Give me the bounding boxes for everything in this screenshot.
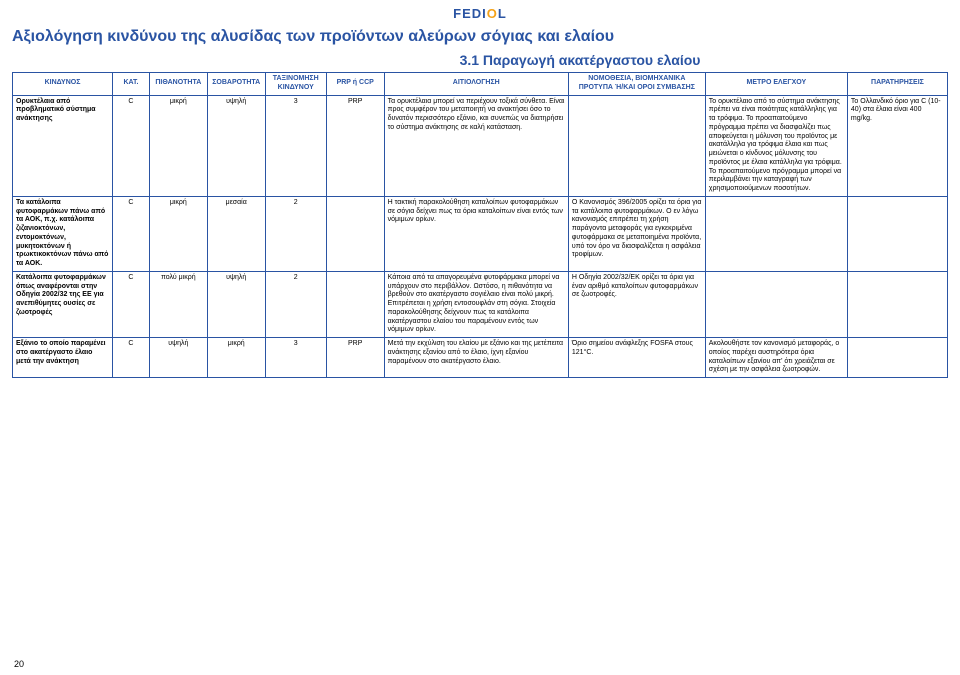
logo-part2: L: [498, 6, 507, 21]
cell-sev: μικρή: [207, 338, 265, 378]
cell-prp: [326, 271, 384, 337]
col-risk: ΚΙΝΔΥΝΟΣ: [13, 73, 113, 96]
cell-prob: μικρή: [149, 196, 207, 271]
cell-cat: C: [113, 196, 150, 271]
col-sev: ΣΟΒΑΡΟΤΗΤΑ: [207, 73, 265, 96]
table-header-row: ΚΙΝΔΥΝΟΣ ΚΑΤ. ΠΙΘΑΝΟΤΗΤΑ ΣΟΒΑΡΟΤΗΤΑ ΤΑΞΙ…: [13, 73, 948, 96]
section-header: 3.1 Παραγωγή ακατέργαστου ελαίου: [212, 52, 948, 68]
fediol-logo: FEDIOL: [453, 6, 507, 21]
table-row: Κατάλοιπα φυτοφαρμάκων όπως αναφέρονται …: [13, 271, 948, 337]
cell-ctrl: [705, 271, 847, 337]
cell-law: Όριο σημείου ανάφλεξης FOSFA στους 121°C…: [568, 338, 705, 378]
cell-risk: Ορυκτέλαια από προβληματικό σύστημα ανάκ…: [13, 95, 113, 196]
cell-klass: 2: [265, 271, 326, 337]
cell-risk: Κατάλοιπα φυτοφαρμάκων όπως αναφέρονται …: [13, 271, 113, 337]
table-row: Ορυκτέλαια από προβληματικό σύστημα ανάκ…: [13, 95, 948, 196]
cell-klass: 3: [265, 95, 326, 196]
cell-cat: C: [113, 95, 150, 196]
col-prp: PRP ή CCP: [326, 73, 384, 96]
logo-part1: FEDI: [453, 6, 487, 21]
cell-prob: πολύ μικρή: [149, 271, 207, 337]
cell-prp: PRP: [326, 95, 384, 196]
table-row: Εξάνιο το οποίο παραμένει στο ακατέργαστ…: [13, 338, 948, 378]
cell-notes: [847, 196, 947, 271]
cell-notes: Το Ολλανδικό όριο για C (10-40) στα έλαι…: [847, 95, 947, 196]
cell-just: Η τακτική παρακολούθηση καταλοίπων φυτοφ…: [384, 196, 568, 271]
col-notes: ΠΑΡΑΤΗΡΗΣΕΙΣ: [847, 73, 947, 96]
col-klass: ΤΑΞΙΝΟΜΗΣΗ ΚΙΝΔΥΝΟΥ: [265, 73, 326, 96]
cell-prp: [326, 196, 384, 271]
col-cat: ΚΑΤ.: [113, 73, 150, 96]
cell-prob: μικρή: [149, 95, 207, 196]
risk-table: ΚΙΝΔΥΝΟΣ ΚΑΤ. ΠΙΘΑΝΟΤΗΤΑ ΣΟΒΑΡΟΤΗΤΑ ΤΑΞΙ…: [12, 72, 948, 378]
cell-ctrl: [705, 196, 847, 271]
cell-notes: [847, 271, 947, 337]
cell-sev: μεσαία: [207, 196, 265, 271]
cell-sev: υψηλή: [207, 95, 265, 196]
cell-law: [568, 95, 705, 196]
cell-notes: [847, 338, 947, 378]
cell-law: Η Οδηγία 2002/32/ΕΚ ορίζει τα όρια για έ…: [568, 271, 705, 337]
col-law: ΝΟΜΟΘΕΣΙΑ, ΒΙΟΜΗΧΑΝΙΚΑ ΠΡΟΤΥΠΑ Ή/ΚΑΙ ΟΡΟ…: [568, 73, 705, 96]
cell-just: Τα ορυκτέλαια μπορεί να περιέχουν τοξικά…: [384, 95, 568, 196]
cell-ctrl: Το ορυκτέλαιο από το σύστημα ανάκτησης π…: [705, 95, 847, 196]
cell-prp: PRP: [326, 338, 384, 378]
cell-just: Κάποια από τα απαγορευμένα φυτοφάρμακα μ…: [384, 271, 568, 337]
cell-risk: Τα κατάλοιπα φυτοφαρμάκων πάνω από τα ΑΟ…: [13, 196, 113, 271]
cell-risk: Εξάνιο το οποίο παραμένει στο ακατέργαστ…: [13, 338, 113, 378]
cell-just: Μετά την εκχύλιση του ελαίου με εξάνιο κ…: [384, 338, 568, 378]
cell-ctrl: Ακολουθήστε τον κανονισμό μεταφοράς, ο ο…: [705, 338, 847, 378]
cell-cat: C: [113, 271, 150, 337]
cell-prob: υψηλή: [149, 338, 207, 378]
logo-mid: O: [487, 6, 498, 21]
page-title: Αξιολόγηση κινδύνου της αλυσίδας των προ…: [12, 28, 948, 46]
cell-sev: υψηλή: [207, 271, 265, 337]
table-body: Ορυκτέλαια από προβληματικό σύστημα ανάκ…: [13, 95, 948, 378]
page-number: 20: [14, 659, 24, 669]
cell-klass: 2: [265, 196, 326, 271]
cell-law: Ο Κανονισμός 396/2005 ορίζει τα όρια για…: [568, 196, 705, 271]
col-ctrl: ΜΕΤΡΟ ΕΛΕΓΧΟΥ: [705, 73, 847, 96]
col-just: ΑΙΤΙΟΛΟΓΗΣΗ: [384, 73, 568, 96]
table-row: Τα κατάλοιπα φυτοφαρμάκων πάνω από τα ΑΟ…: [13, 196, 948, 271]
cell-klass: 3: [265, 338, 326, 378]
cell-cat: C: [113, 338, 150, 378]
col-prob: ΠΙΘΑΝΟΤΗΤΑ: [149, 73, 207, 96]
